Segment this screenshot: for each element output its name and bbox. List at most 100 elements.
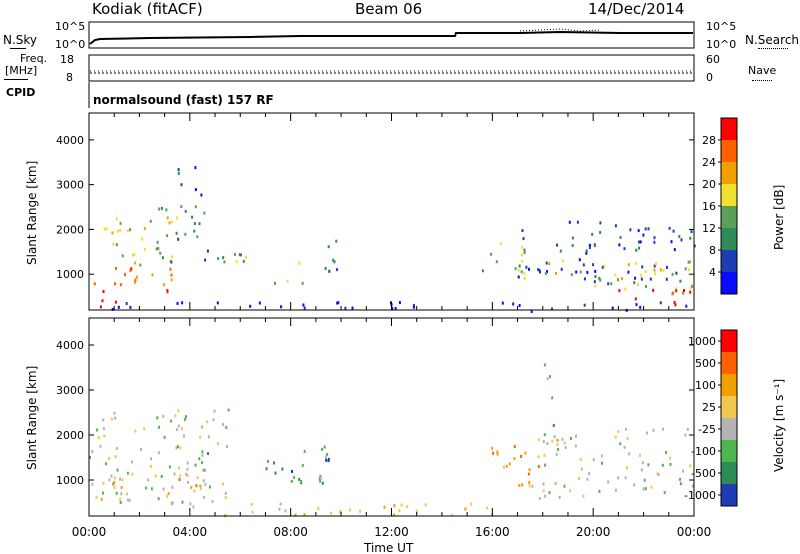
scatter-cell [391, 306, 394, 310]
power-panel: 4000 3000 2000 1000 Slant Range [km] [25, 112, 696, 313]
scatter-cell [325, 455, 327, 459]
scatter-cell [225, 425, 228, 429]
scatter-cell [175, 231, 178, 235]
scatter-cell [562, 259, 564, 263]
scatter-cell [115, 447, 118, 451]
scatter-cell [554, 481, 557, 485]
nsky-frame [88, 21, 695, 49]
scatter-cell [351, 306, 354, 310]
scatter-cell [337, 301, 340, 305]
colorbar-tick-label: 25 [702, 401, 716, 414]
scatter-cell [154, 474, 157, 478]
scatter-cell [689, 286, 692, 290]
scatter-cell [389, 301, 392, 305]
scatter-cell [492, 451, 494, 455]
scatter-cell [194, 188, 197, 192]
scatter-cell [156, 240, 159, 244]
scatter-cell [646, 431, 648, 435]
scatter-cell [640, 468, 643, 472]
colorbar-tick-label: 1000 [688, 335, 716, 348]
scatter-cell [571, 236, 574, 240]
scatter-cell [544, 272, 547, 275]
nsky-trace [89, 30, 693, 45]
scatter-cell [614, 488, 617, 492]
scatter-cell [300, 480, 303, 483]
scatter-cell [635, 248, 638, 252]
scatter-cell [644, 270, 647, 273]
scatter-cell [618, 289, 621, 293]
freq-tick-bottom: 8 [66, 71, 73, 84]
scatter-cell [194, 166, 197, 170]
scatter-cell [662, 269, 665, 273]
scatter-cell [280, 305, 283, 309]
scatter-cell [291, 469, 293, 473]
scatter-cell [560, 267, 563, 271]
scatter-cell [679, 279, 682, 283]
scatter-cell [162, 283, 165, 287]
scatter-cell [633, 483, 636, 487]
scatter-cell [548, 262, 551, 266]
scatter-cell [598, 276, 601, 280]
scatter-cell [110, 474, 113, 478]
scatter-cell [166, 494, 169, 498]
scatter-cell [611, 306, 614, 310]
nsearch-tick-top: 10^5 [706, 20, 736, 33]
scatter-cell [169, 267, 172, 271]
nsearch-trace [519, 28, 601, 32]
scatter-cell [546, 270, 548, 274]
scatter-cell [574, 444, 577, 448]
scatter-cell [213, 409, 216, 413]
scatter-cell [571, 244, 574, 247]
scatter-cell [105, 227, 108, 231]
scatter-cell [179, 446, 182, 450]
scatter-cell [521, 483, 524, 487]
scatter-cell [216, 301, 219, 305]
scatter-cell [586, 270, 589, 274]
scatter-cell [303, 306, 306, 310]
scatter-cell [174, 414, 177, 418]
scatter-cell [114, 282, 116, 286]
time-tick-label: 08:00 [273, 525, 308, 539]
scatter-cell [108, 457, 110, 461]
scatter-cell [115, 217, 118, 221]
scatter-cell [508, 462, 511, 466]
scatter-cell [133, 280, 136, 284]
scatter-cell [157, 451, 160, 455]
scatter-cell [634, 276, 637, 280]
scatter-cell [185, 472, 188, 476]
scatter-cell [674, 303, 677, 307]
scatter-cell [555, 452, 558, 456]
scatter-cell [523, 248, 526, 252]
velocity-colorbar-ticks: 1000 500 100 25 -25 -100 -500 -1000 [684, 335, 721, 502]
scatter-cell [349, 508, 352, 512]
scatter-cell [635, 303, 638, 307]
scatter-cell [490, 252, 493, 256]
nsky-tick-top: 10^5 [55, 20, 85, 33]
colorbar-swatch [721, 228, 737, 250]
scatter-cell [204, 258, 207, 262]
scatter-cell [217, 257, 219, 260]
scatter-cell [682, 291, 685, 295]
scatter-cell [143, 427, 146, 431]
scatter-cell [553, 435, 556, 439]
scatter-cell [513, 445, 516, 448]
scatter-cell [543, 453, 546, 457]
scatter-cell [160, 475, 163, 478]
scatter-cell [101, 299, 104, 303]
scatter-cell [583, 277, 586, 281]
scatter-cell [684, 267, 687, 271]
scatter-cell [324, 267, 327, 270]
freq-label: Freq. [20, 52, 48, 65]
scatter-cell [202, 468, 205, 472]
scatter-cell [548, 491, 551, 495]
scatter-cell [173, 472, 176, 476]
scatter-cell [250, 503, 253, 506]
scatter-cell [212, 418, 215, 422]
scatter-cell [194, 205, 197, 209]
scatter-cell [344, 306, 347, 310]
scatter-cell [169, 259, 172, 263]
scatter-cell [251, 510, 254, 514]
y-tick-label: 4000 [56, 134, 84, 147]
colorbar-swatch [721, 272, 737, 294]
scatter-cell [125, 302, 128, 305]
